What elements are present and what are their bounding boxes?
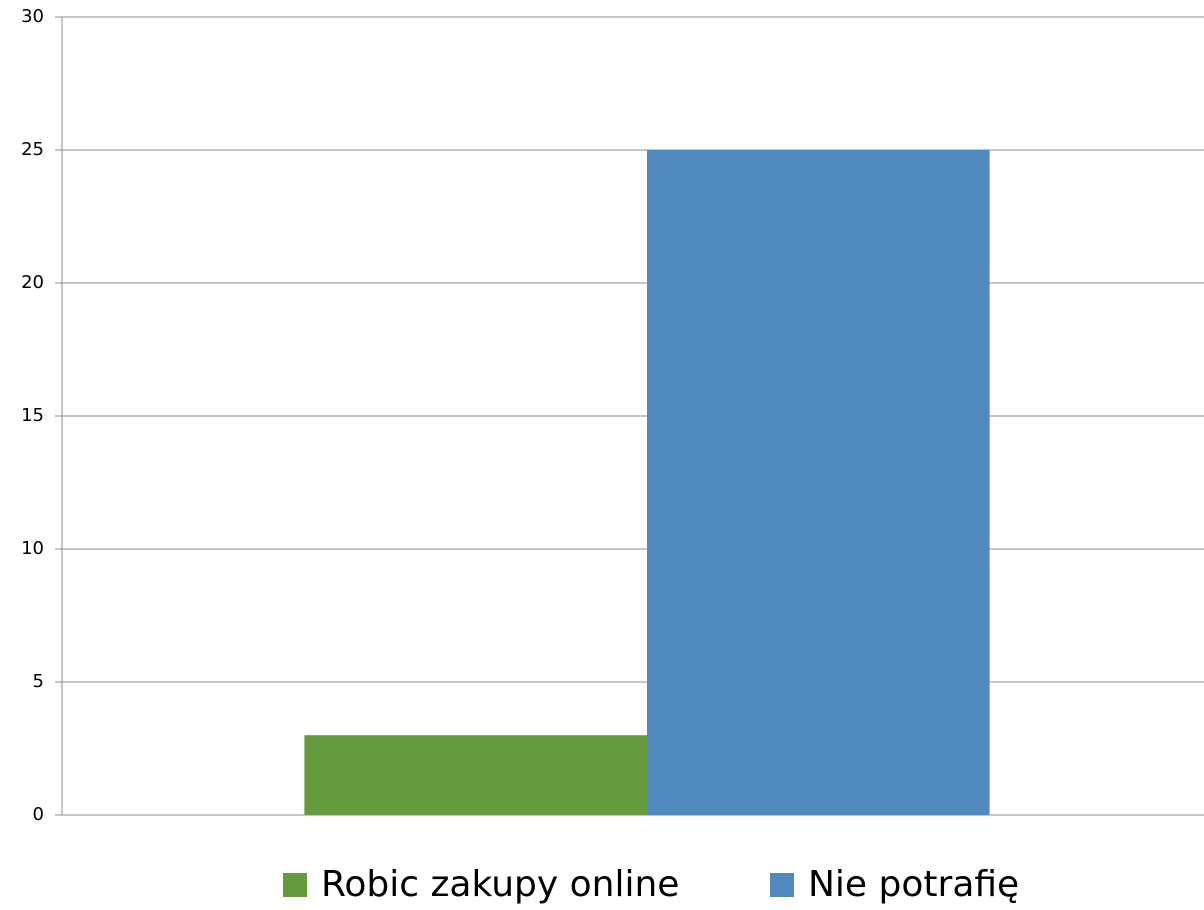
legend-label: Robic zakupy online bbox=[321, 864, 679, 905]
y-tick-label: 25 bbox=[21, 139, 44, 160]
y-tick-label: 15 bbox=[21, 405, 44, 426]
bar bbox=[647, 150, 990, 815]
y-tick-label: 30 bbox=[21, 6, 44, 27]
legend-swatch bbox=[770, 873, 794, 897]
y-tick-label: 10 bbox=[21, 538, 44, 559]
bar bbox=[304, 735, 647, 815]
legend-swatch bbox=[283, 873, 307, 897]
y-tick-label: 0 bbox=[33, 804, 44, 825]
legend-label: Nie potrafię bbox=[808, 864, 1019, 905]
y-tick-label: 5 bbox=[33, 671, 44, 692]
y-tick-label: 20 bbox=[21, 272, 44, 293]
